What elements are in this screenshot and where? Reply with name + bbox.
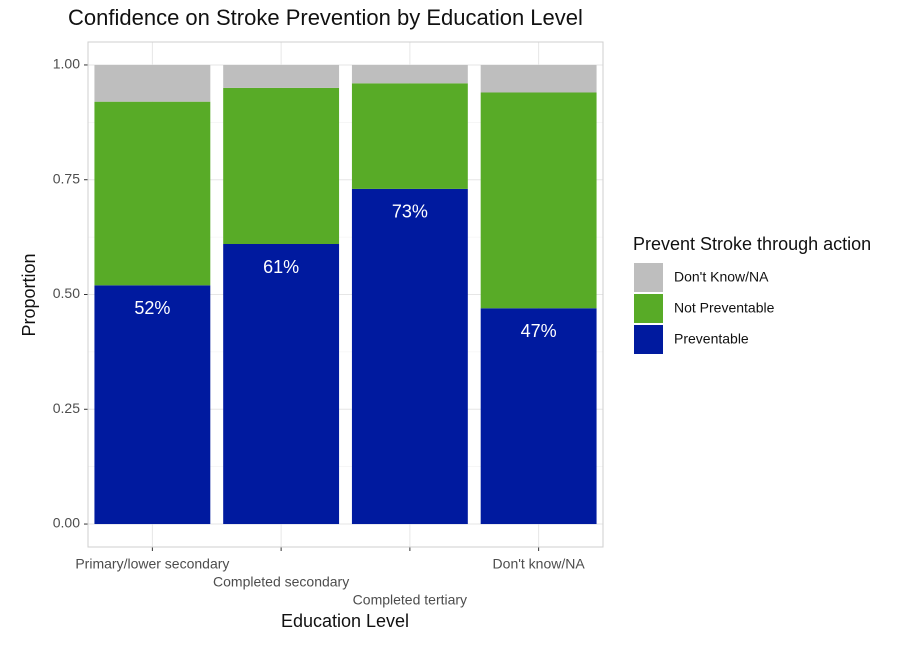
legend-label: Don't Know/NA: [674, 269, 769, 285]
bar-segment: [480, 308, 597, 525]
x-axis-label: Education Level: [281, 611, 409, 631]
bar-segment: [223, 244, 340, 525]
bar-segment: [94, 285, 211, 525]
chart-title: Confidence on Stroke Prevention by Educa…: [68, 5, 583, 30]
bar-segment: [480, 64, 597, 93]
y-tick-label: 0.50: [53, 285, 80, 301]
bar-segment: [351, 188, 468, 525]
value-label: 47%: [521, 321, 557, 341]
y-tick-label: 0.25: [53, 400, 80, 416]
bar-segment: [94, 101, 211, 286]
x-tick-label: Completed secondary: [213, 574, 349, 590]
bar-segment: [223, 64, 340, 88]
legend-title: Prevent Stroke through action: [633, 234, 871, 254]
bar-segment: [480, 92, 597, 309]
y-tick-label: 1.00: [53, 56, 80, 72]
x-tick-label: Completed tertiary: [353, 592, 467, 608]
y-axis-label: Proportion: [19, 253, 39, 336]
value-label: 61%: [263, 257, 299, 277]
legend-key: [634, 294, 663, 323]
value-label: 52%: [134, 298, 170, 318]
legend-label: Preventable: [674, 331, 749, 347]
bar-segment: [351, 83, 468, 189]
legend-key: [634, 263, 663, 292]
bar-segment: [351, 64, 468, 84]
bar-segment: [223, 87, 340, 244]
value-label: 73%: [392, 202, 428, 222]
x-tick-label: Primary/lower secondary: [75, 556, 229, 572]
x-tick-label: Don't know/NA: [493, 556, 586, 572]
y-tick-label: 0.75: [53, 170, 80, 186]
y-tick-label: 0.00: [53, 515, 80, 531]
bar-segment: [94, 64, 211, 102]
panel-border: [87, 41, 604, 548]
legend-key: [634, 325, 663, 354]
legend-label: Not Preventable: [674, 300, 775, 316]
